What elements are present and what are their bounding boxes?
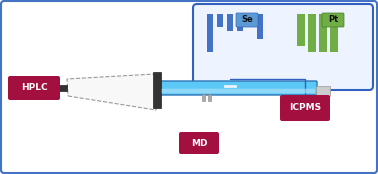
Bar (237, 14, 243, 31)
Bar (330, 14, 338, 52)
Text: HPLC: HPLC (21, 84, 47, 93)
Text: ICPMS: ICPMS (289, 104, 321, 113)
Bar (227, 14, 233, 31)
Bar (257, 14, 263, 39)
Text: Pt: Pt (328, 15, 338, 25)
Bar (297, 14, 305, 46)
FancyBboxPatch shape (193, 4, 373, 90)
Bar (217, 14, 223, 27)
Bar (319, 14, 327, 52)
FancyBboxPatch shape (162, 89, 315, 93)
FancyBboxPatch shape (280, 95, 330, 121)
Bar (59, 85, 67, 91)
Bar (207, 14, 213, 52)
Bar (308, 14, 316, 52)
Bar (316, 86, 330, 96)
Polygon shape (67, 74, 156, 110)
FancyBboxPatch shape (8, 76, 60, 100)
FancyBboxPatch shape (236, 13, 258, 27)
Bar (208, 94, 211, 101)
FancyBboxPatch shape (322, 13, 344, 27)
FancyBboxPatch shape (160, 81, 317, 95)
Text: Se: Se (241, 15, 253, 25)
Bar (202, 94, 205, 101)
FancyBboxPatch shape (179, 132, 219, 154)
Text: MD: MD (191, 139, 207, 148)
Bar (247, 14, 253, 22)
Bar (153, 72, 161, 108)
